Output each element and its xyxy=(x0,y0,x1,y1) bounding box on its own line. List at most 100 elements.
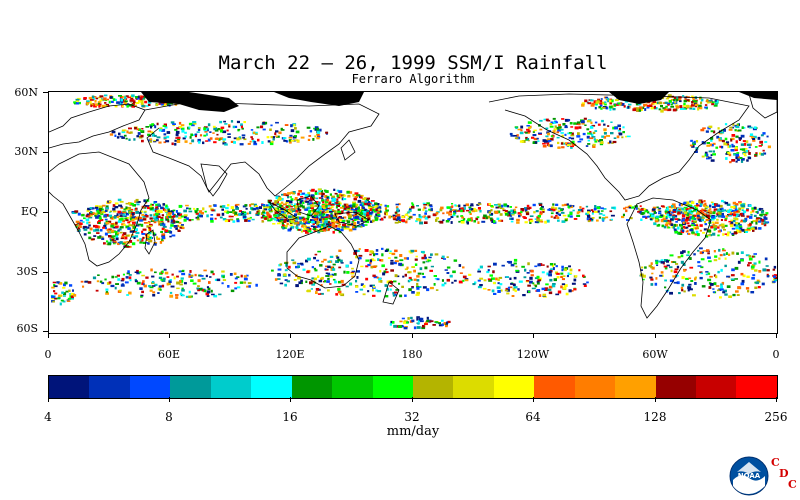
rain-pixel xyxy=(703,200,706,203)
rain-pixel xyxy=(399,320,403,323)
rain-pixel xyxy=(89,227,93,231)
rain-pixel xyxy=(764,257,768,261)
rain-pixel xyxy=(671,215,676,219)
rain-pixel xyxy=(352,225,356,229)
rain-pixel xyxy=(569,204,572,208)
rain-pixel xyxy=(721,199,724,203)
rain-pixel xyxy=(114,286,117,290)
rain-pixel xyxy=(196,287,199,290)
rain-pixel xyxy=(699,209,703,213)
rain-pixel xyxy=(219,120,223,124)
rain-pixel xyxy=(127,227,131,230)
rain-pixel xyxy=(705,218,709,222)
rain-pixel xyxy=(580,120,585,124)
rain-pixel xyxy=(149,140,153,143)
rain-pixel xyxy=(447,218,450,222)
rain-pixel xyxy=(125,206,128,210)
rain-pixel xyxy=(68,293,72,295)
rain-pixel xyxy=(403,257,408,260)
rain-pixel xyxy=(663,108,668,111)
rain-pixel xyxy=(499,283,503,286)
rain-pixel xyxy=(561,211,565,214)
rain-pixel xyxy=(665,215,668,219)
rain-pixel xyxy=(142,241,146,244)
rain-pixel xyxy=(702,204,707,207)
rainfall-map-canvas xyxy=(49,92,777,330)
rain-pixel xyxy=(331,268,336,271)
rain-pixel xyxy=(171,234,176,237)
rain-pixel xyxy=(176,275,179,278)
rain-pixel xyxy=(738,137,742,140)
rain-pixel xyxy=(232,125,235,129)
rain-pixel xyxy=(704,223,708,226)
rain-pixel xyxy=(399,254,403,257)
rain-pixel xyxy=(194,210,198,214)
rain-pixel xyxy=(601,135,604,138)
rain-pixel xyxy=(104,278,107,281)
rain-pixel xyxy=(508,260,512,264)
rain-pixel xyxy=(621,103,625,106)
rain-pixel xyxy=(526,207,531,210)
rain-pixel xyxy=(682,229,685,232)
rain-pixel xyxy=(337,211,342,215)
rain-pixel xyxy=(674,218,679,221)
rain-pixel xyxy=(104,94,108,97)
rain-pixel xyxy=(363,214,368,217)
rain-pixel xyxy=(725,153,729,155)
rain-pixel xyxy=(763,217,768,220)
rain-pixel xyxy=(724,123,728,126)
rain-pixel xyxy=(659,274,663,277)
rain-pixel xyxy=(396,275,400,278)
rain-pixel xyxy=(81,214,85,217)
rain-pixel xyxy=(704,106,708,109)
rain-pixel xyxy=(671,205,674,208)
rain-pixel xyxy=(358,254,363,257)
rain-pixel xyxy=(159,127,163,131)
rain-pixel xyxy=(375,249,379,252)
rain-pixel xyxy=(717,127,720,130)
rain-pixel xyxy=(153,221,157,224)
rain-pixel xyxy=(283,210,287,213)
rain-pixel xyxy=(591,124,596,127)
rain-pixel xyxy=(321,199,325,202)
rain-pixel xyxy=(322,208,325,211)
rain-pixel xyxy=(542,142,546,145)
rain-pixel xyxy=(506,205,510,208)
rain-pixel xyxy=(306,270,310,274)
rain-pixel xyxy=(669,220,672,223)
rain-pixel xyxy=(421,326,426,330)
rain-pixel xyxy=(170,224,174,227)
rain-pixel xyxy=(95,205,99,208)
rain-pixel xyxy=(318,192,322,195)
rain-pixel xyxy=(357,257,362,260)
rain-pixel xyxy=(463,204,466,207)
rain-pixel xyxy=(536,280,540,283)
rain-pixel xyxy=(404,268,408,271)
rain-pixel xyxy=(121,96,124,99)
rain-pixel xyxy=(422,208,425,211)
rain-pixel xyxy=(587,209,591,213)
rain-pixel xyxy=(121,130,126,134)
rain-pixel xyxy=(665,97,669,100)
rain-pixel xyxy=(97,215,101,217)
rain-pixel xyxy=(118,132,121,136)
rain-pixel xyxy=(121,136,125,139)
rain-pixel xyxy=(277,203,282,205)
rain-pixel xyxy=(380,217,384,221)
rain-pixel xyxy=(141,282,144,285)
rain-pixel xyxy=(743,154,747,157)
rain-pixel xyxy=(138,216,142,220)
rain-pixel xyxy=(519,213,522,217)
rain-pixel xyxy=(162,225,167,228)
rain-pixel xyxy=(705,271,709,273)
rain-pixel xyxy=(355,207,360,210)
rain-pixel xyxy=(274,211,278,213)
rain-pixel xyxy=(501,264,505,267)
rain-pixel xyxy=(453,210,457,213)
rain-pixel xyxy=(366,212,371,214)
rain-pixel xyxy=(720,223,725,227)
rain-pixel xyxy=(265,218,269,220)
rain-pixel xyxy=(682,226,686,229)
rain-pixel xyxy=(242,211,246,213)
rain-pixel xyxy=(710,215,715,219)
